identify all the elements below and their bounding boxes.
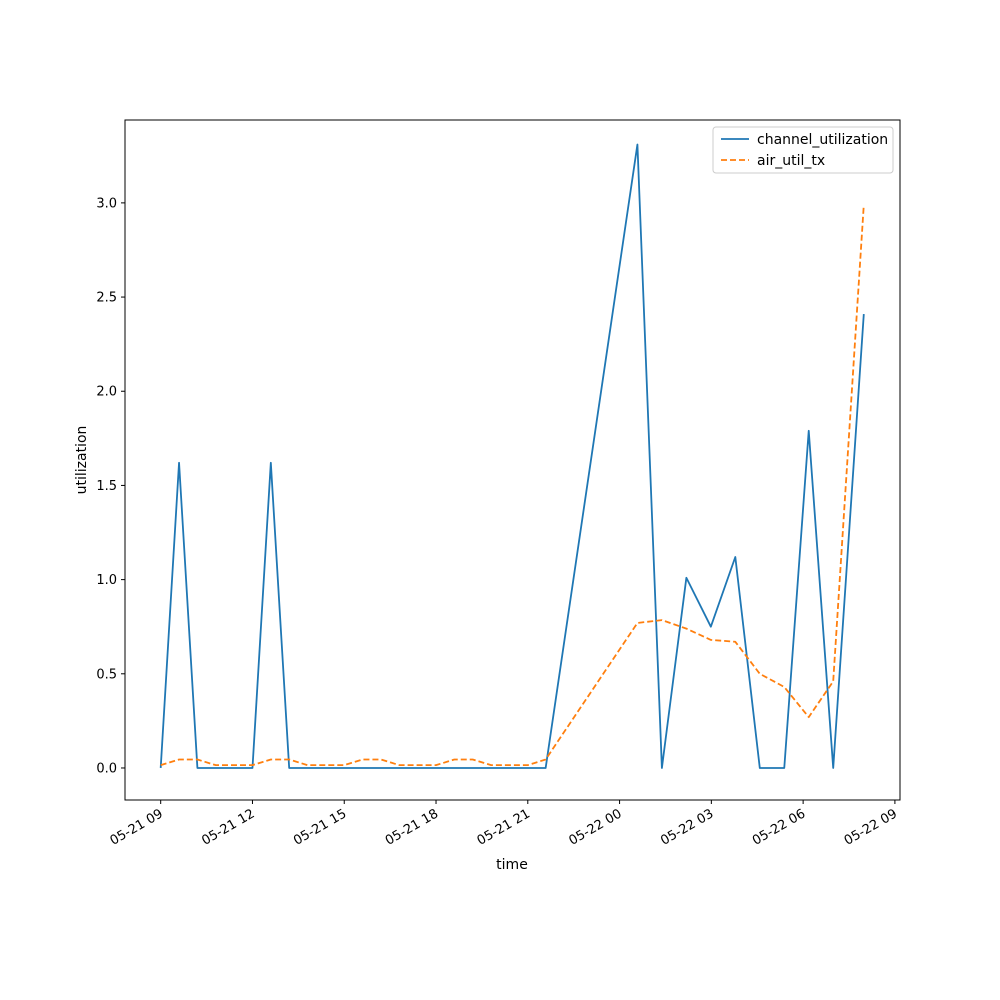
plot-area-frame bbox=[124, 119, 901, 801]
legend-box bbox=[712, 126, 894, 174]
series-line-air-util-tx bbox=[160, 204, 865, 767]
y-tick-label: 0.0 bbox=[96, 761, 117, 776]
y-axis: 0.0 0.5 1.0 1.5 2.0 2.5 3.0 bbox=[96, 196, 125, 776]
legend-label: channel_utilization bbox=[757, 132, 888, 148]
y-tick-label: 1.5 bbox=[96, 479, 117, 494]
series-layer bbox=[159, 143, 865, 769]
y-tick-label: 3.0 bbox=[96, 196, 117, 211]
y-tick-label: 2.5 bbox=[96, 291, 117, 306]
series-line-channel-utilization bbox=[159, 143, 865, 769]
legend-label: air_util_tx bbox=[757, 153, 825, 169]
y-axis-label: utilization bbox=[74, 426, 90, 495]
legend: channel_utilization air_util_tx bbox=[712, 126, 894, 174]
x-axis-label: time bbox=[496, 857, 528, 873]
y-tick-label: 1.0 bbox=[96, 573, 117, 588]
y-tick-label: 2.0 bbox=[96, 385, 117, 400]
y-tick-label: 0.5 bbox=[96, 667, 117, 682]
